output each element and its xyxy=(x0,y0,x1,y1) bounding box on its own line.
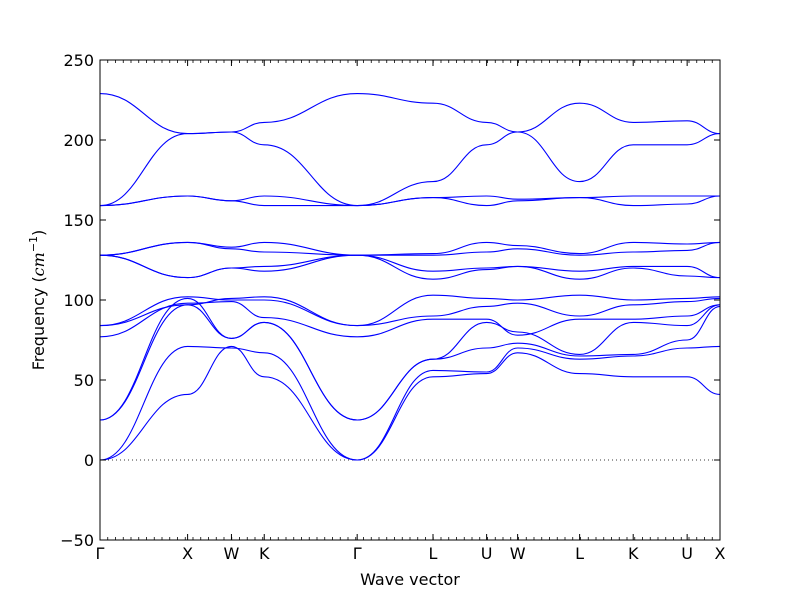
x-tick-label: W xyxy=(510,544,526,563)
band-5 xyxy=(100,301,720,338)
y-tick-label: 250 xyxy=(63,51,94,70)
bands-group xyxy=(100,93,720,461)
x-tick-label: Γ xyxy=(353,544,362,563)
x-tick-label: X xyxy=(182,544,193,563)
y-tick-label: 100 xyxy=(63,291,94,310)
x-tick-label: W xyxy=(224,544,240,563)
x-tick-label: Γ xyxy=(96,544,105,563)
band-11 xyxy=(100,241,720,256)
x-axis-label: Wave vector xyxy=(360,570,460,589)
x-tick-label: L xyxy=(429,544,438,563)
y-axis-label-close: ) xyxy=(29,230,48,236)
band-13 xyxy=(100,195,720,207)
y-ticks: −50 0 50 100 150 200 250 xyxy=(60,51,720,550)
x-tick-label: X xyxy=(715,544,726,563)
x-tick-label: K xyxy=(628,544,639,563)
y-tick-label: 0 xyxy=(84,451,94,470)
band-8 xyxy=(100,254,720,280)
x-tick-label: K xyxy=(259,544,270,563)
y-axis-label-unit: cm xyxy=(29,252,48,276)
y-axis-label: Frequency (cm−1) xyxy=(27,230,48,371)
band-2 xyxy=(100,345,720,461)
x-tick-label: U xyxy=(681,544,693,563)
band-15 xyxy=(100,93,720,135)
plot-frame xyxy=(99,59,721,541)
band-10 xyxy=(100,241,720,256)
y-tick-label: −50 xyxy=(60,531,94,550)
band-1 xyxy=(100,345,720,461)
y-axis-label-main: Frequency ( xyxy=(29,276,48,370)
y-axis-label-sup: −1 xyxy=(27,236,40,252)
band-4 xyxy=(100,297,720,421)
band-9 xyxy=(100,254,720,279)
x-tick-label: U xyxy=(481,544,493,563)
band-7 xyxy=(100,294,720,327)
band-14 xyxy=(100,131,720,207)
y-tick-label: 150 xyxy=(63,211,94,230)
y-tick-label: 200 xyxy=(63,131,94,150)
band-12 xyxy=(100,195,720,207)
y-tick-label: 50 xyxy=(74,371,94,390)
x-tick-label: L xyxy=(575,544,584,563)
